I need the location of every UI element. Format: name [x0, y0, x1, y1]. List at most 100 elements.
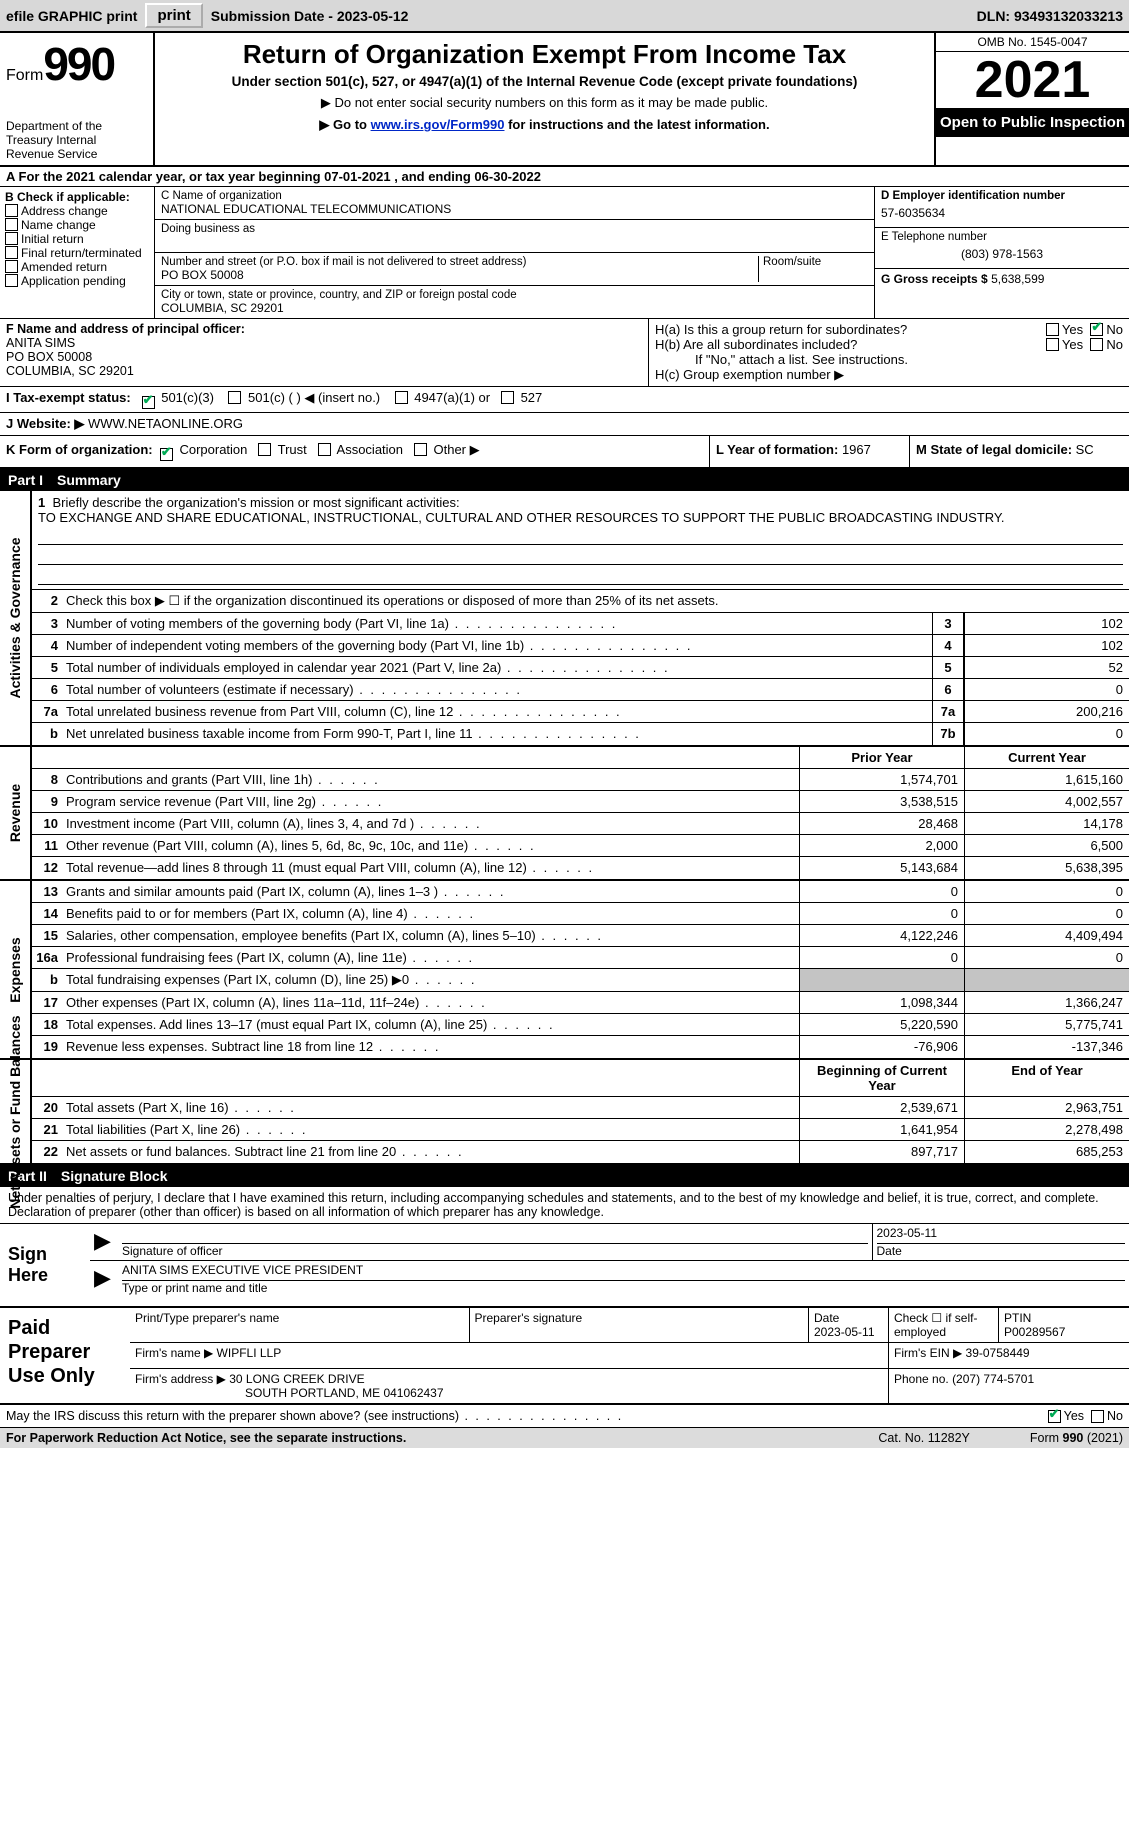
- hb-yes[interactable]: [1046, 338, 1059, 351]
- line-2-num: 2: [32, 590, 62, 612]
- hb-no[interactable]: [1090, 338, 1103, 351]
- vlabel-exp: Expenses: [7, 937, 23, 1002]
- chk-501c3[interactable]: [142, 396, 155, 409]
- row-fh: F Name and address of principal officer:…: [0, 319, 1129, 387]
- netassets-header: Beginning of Current Year End of Year: [32, 1060, 1129, 1097]
- section-netassets: Net Assets or Fund Balances Beginning of…: [0, 1060, 1129, 1165]
- summary-line: bNet unrelated business taxable income f…: [32, 723, 1129, 745]
- summary-line: 18Total expenses. Add lines 13–17 (must …: [32, 1014, 1129, 1036]
- sign-here-label: Sign Here: [0, 1224, 90, 1306]
- principal-officer: F Name and address of principal officer:…: [0, 319, 649, 386]
- ha-yes[interactable]: [1046, 323, 1059, 336]
- summary-line: 5Total number of individuals employed in…: [32, 657, 1129, 679]
- sign-here-block: Sign Here ▶ Signature of officer 2023-05…: [0, 1224, 1129, 1308]
- gross-receipts: G Gross receipts $ 5,638,599: [875, 269, 1129, 289]
- chk-527[interactable]: [501, 391, 514, 404]
- chk-pending[interactable]: Application pending: [5, 274, 149, 288]
- summary-line: 20Total assets (Part X, line 16)2,539,67…: [32, 1097, 1129, 1119]
- sig-date: 2023-05-11: [877, 1226, 1126, 1244]
- line-2-text: Check this box ▶ ☐ if the organization d…: [62, 590, 1129, 612]
- part-1-header: Part ISummary: [0, 469, 1129, 491]
- print-button[interactable]: print: [145, 3, 202, 28]
- summary-line: 3Number of voting members of the governi…: [32, 613, 1129, 635]
- summary-line: bTotal fundraising expenses (Part IX, co…: [32, 969, 1129, 992]
- discuss-no[interactable]: [1091, 1410, 1104, 1423]
- ha-no[interactable]: [1090, 323, 1103, 336]
- open-inspection: Open to Public Inspection: [936, 108, 1129, 137]
- chk-final[interactable]: Final return/terminated: [5, 246, 149, 260]
- line-1: 1 Briefly describe the organization's mi…: [32, 491, 1129, 589]
- paid-preparer-block: Paid Preparer Use Only Print/Type prepar…: [0, 1308, 1129, 1405]
- summary-line: 13Grants and similar amounts paid (Part …: [32, 881, 1129, 903]
- website: WWW.NETAONLINE.ORG: [84, 416, 243, 431]
- form-subtitle: Under section 501(c), 527, or 4947(a)(1)…: [163, 74, 926, 89]
- chk-trust[interactable]: [258, 443, 271, 456]
- cat-no: Cat. No. 11282Y: [878, 1431, 970, 1445]
- ptin: PTINP00289567: [999, 1308, 1129, 1342]
- self-employed-check[interactable]: Check ☐ if self-employed: [889, 1308, 999, 1342]
- col-begin: Beginning of Current Year: [799, 1060, 964, 1096]
- summary-line: 21Total liabilities (Part X, line 26)1,6…: [32, 1119, 1129, 1141]
- firm-ein: Firm's EIN ▶ 39-0758449: [889, 1343, 1129, 1368]
- org-name: NATIONAL EDUCATIONAL TELECOMMUNICATIONS: [161, 202, 868, 216]
- tel-label: E Telephone number: [881, 231, 1123, 243]
- form-title: Return of Organization Exempt From Incom…: [163, 39, 926, 70]
- summary-line: 7aTotal unrelated business revenue from …: [32, 701, 1129, 723]
- chk-4947[interactable]: [395, 391, 408, 404]
- summary-line: 10Investment income (Part VIII, column (…: [32, 813, 1129, 835]
- chk-assoc[interactable]: [318, 443, 331, 456]
- officer-name: ANITA SIMS EXECUTIVE VICE PRESIDENT: [122, 1263, 1125, 1281]
- irs-link[interactable]: www.irs.gov/Form990: [371, 117, 505, 132]
- ein-label: D Employer identification number: [881, 190, 1123, 202]
- vlabel-net: Net Assets or Fund Balances: [7, 1015, 23, 1208]
- row-i: I Tax-exempt status: 501(c)(3) 501(c) ( …: [0, 387, 1129, 413]
- firm-phone: Phone no. (207) 774-5701: [889, 1369, 1129, 1403]
- revenue-header: Prior Year Current Year: [32, 747, 1129, 769]
- omb-number: OMB No. 1545-0047: [936, 33, 1129, 52]
- summary-line: 16aProfessional fundraising fees (Part I…: [32, 947, 1129, 969]
- h-c: H(c) Group exemption number ▶: [655, 367, 1123, 383]
- line-a: A For the 2021 calendar year, or tax yea…: [0, 167, 1129, 187]
- ein: 57-6035634: [881, 202, 1123, 224]
- preparer-sig-label: Preparer's signature: [470, 1308, 810, 1342]
- officer-name-label: Type or print name and title: [122, 1281, 1125, 1295]
- summary-line: 14Benefits paid to or for members (Part …: [32, 903, 1129, 925]
- summary-line: 4Number of independent voting members of…: [32, 635, 1129, 657]
- col-b-head: B Check if applicable:: [5, 190, 149, 204]
- org-city: COLUMBIA, SC 29201: [161, 301, 868, 315]
- section-expenses: Expenses 13Grants and similar amounts pa…: [0, 881, 1129, 1060]
- chk-501c[interactable]: [228, 391, 241, 404]
- org-address: PO BOX 50008: [161, 268, 758, 282]
- section-governance: Activities & Governance 1 Briefly descri…: [0, 491, 1129, 747]
- dept-label: Department of the Treasury Internal Reve…: [6, 119, 147, 161]
- sig-date-label: Date: [877, 1244, 1126, 1258]
- chk-other[interactable]: [414, 443, 427, 456]
- summary-line: 12Total revenue—add lines 8 through 11 (…: [32, 857, 1129, 879]
- chk-address[interactable]: Address change: [5, 204, 149, 218]
- arrow-icon: ▶: [90, 1261, 118, 1297]
- chk-corp[interactable]: [160, 448, 173, 461]
- submission-date: Submission Date - 2023-05-12: [211, 8, 409, 24]
- vlabel-rev: Revenue: [7, 784, 23, 842]
- form-ref: Form 990 (2021): [1030, 1431, 1123, 1445]
- discuss-yes[interactable]: [1048, 1410, 1061, 1423]
- sig-officer-label: Signature of officer: [122, 1244, 868, 1258]
- summary-line: 17Other expenses (Part IX, column (A), l…: [32, 992, 1129, 1014]
- col-de: D Employer identification number 57-6035…: [874, 187, 1129, 318]
- col-current: Current Year: [964, 747, 1129, 768]
- chk-name[interactable]: Name change: [5, 218, 149, 232]
- city-label: City or town, state or province, country…: [161, 289, 868, 301]
- pra-notice: For Paperwork Reduction Act Notice, see …: [6, 1431, 406, 1445]
- col-c: C Name of organization NATIONAL EDUCATIO…: [155, 187, 874, 318]
- chk-amended[interactable]: Amended return: [5, 260, 149, 274]
- arrow-icon: ▶: [90, 1224, 118, 1260]
- paid-preparer-label: Paid Preparer Use Only: [0, 1308, 130, 1403]
- summary-line: 19Revenue less expenses. Subtract line 1…: [32, 1036, 1129, 1058]
- row-klm: K Form of organization: Corporation Trus…: [0, 436, 1129, 469]
- year-formation: L Year of formation: 1967: [709, 436, 909, 467]
- row-j: J Website: ▶ WWW.NETAONLINE.ORG: [0, 413, 1129, 436]
- form-header: Form990 Department of the Treasury Inter…: [0, 33, 1129, 167]
- summary-line: 11Other revenue (Part VIII, column (A), …: [32, 835, 1129, 857]
- col-prior: Prior Year: [799, 747, 964, 768]
- chk-initial[interactable]: Initial return: [5, 232, 149, 246]
